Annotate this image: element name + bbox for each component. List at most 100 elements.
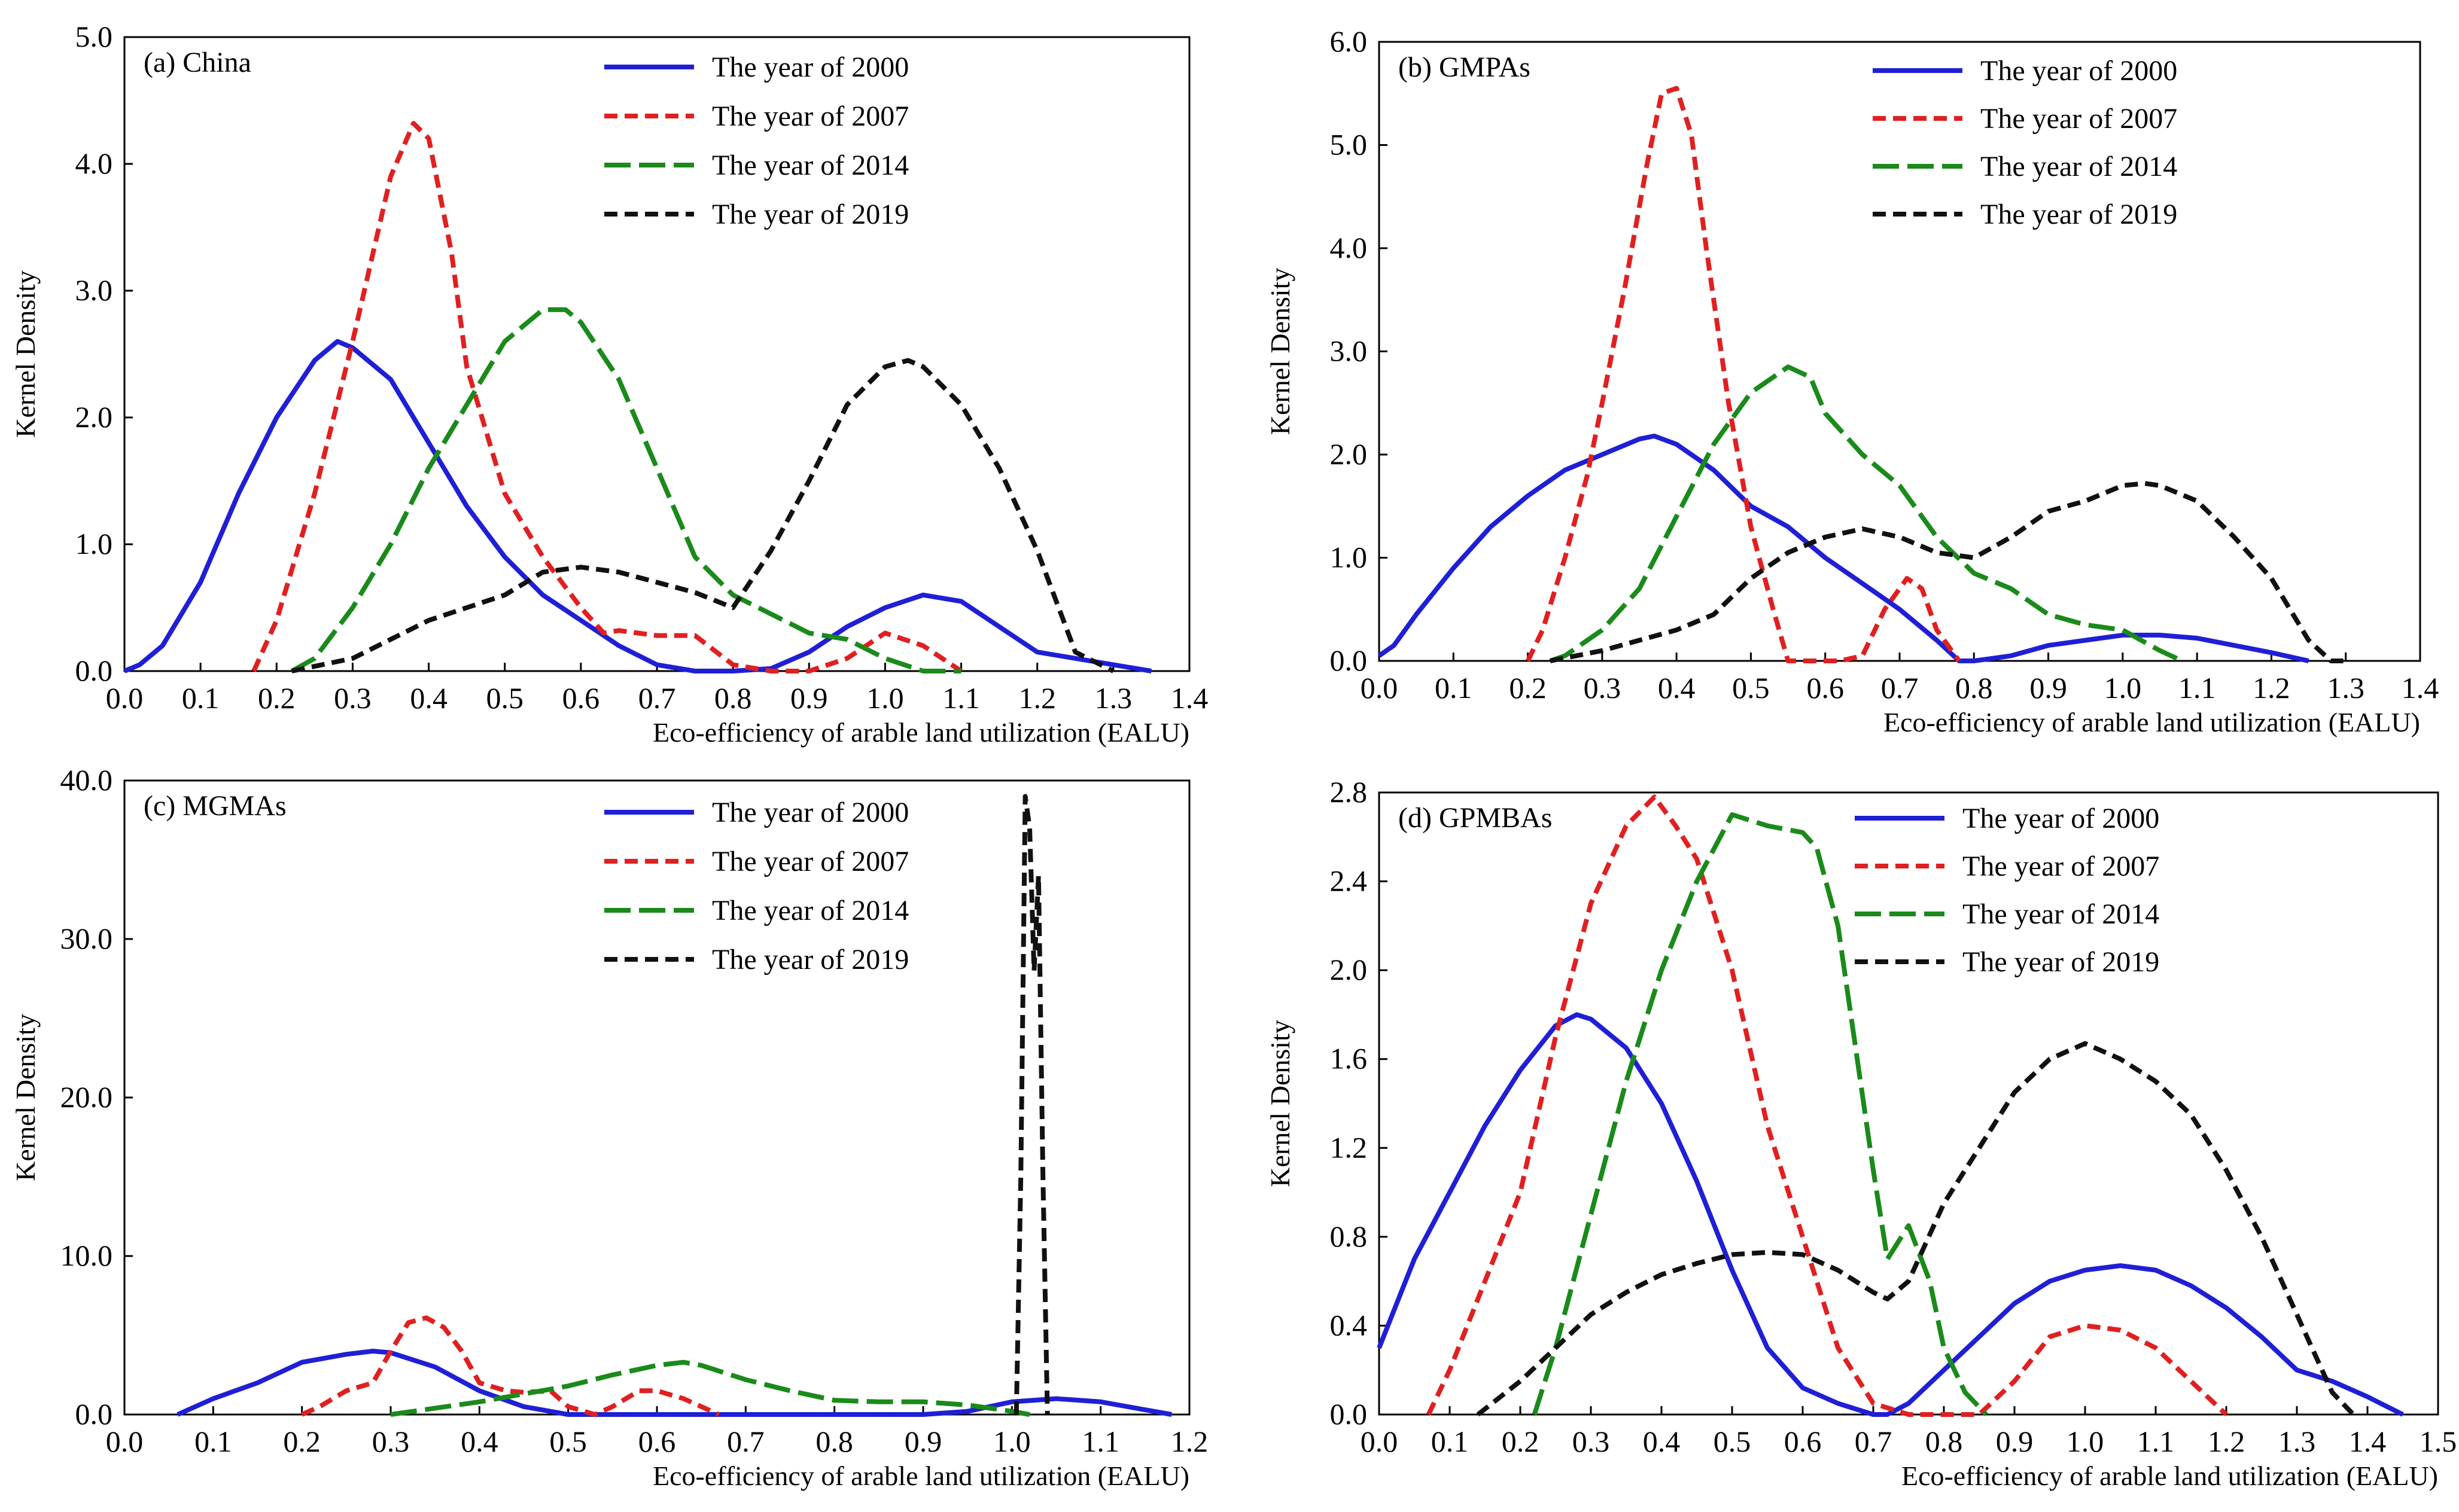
x-tick-label: 0.0 [106,681,144,715]
x-tick-label: 0.9 [2029,671,2067,705]
y-tick-label: 0.0 [75,1397,113,1431]
series-line-2 [390,1359,1030,1417]
series-line-3 [291,358,1115,673]
x-tick-label: 1.1 [2178,671,2216,705]
x-tick-label: 1.3 [2327,671,2364,705]
legend-label: The year of 2007 [712,100,909,132]
x-tick-label: 0.7 [1855,1425,1892,1458]
legend-label: The year of 2014 [1962,898,2159,930]
legend-label: The year of 2000 [712,51,909,83]
x-tick-label: 1.3 [1095,681,1133,715]
legend-label: The year of 2007 [1962,850,2159,882]
x-tick-label: 0.5 [549,1425,587,1458]
plot-frame [1378,791,2439,1416]
legend-label: The year of 2007 [712,846,909,877]
series-line-3 [1014,794,1050,1415]
x-tick-label: 1.0 [866,681,904,715]
x-axis-title: Eco-efficiency of arable land utilizatio… [1883,707,2420,737]
chart-panel-3: 0.0 0.1 0.2 0.3 0.4 0.5 0.6 0.7 0.8 0.9 1.0 1.1 1.2 1… [1265,775,2457,1491]
x-tick-label: 0.2 [1502,1425,1539,1458]
x-tick-label: 0.2 [283,1425,321,1458]
x-tick-label: 0.9 [905,1425,942,1458]
x-tick-label: 1.5 [2420,1425,2457,1458]
x-tick-label: 0.5 [1714,1425,1751,1458]
y-tick-label: 4.0 [1330,231,1368,264]
x-tick-label: 0.3 [372,1425,410,1458]
y-tick-label: 0.0 [1330,1397,1368,1431]
series-line-2 [1549,364,2183,663]
y-axis-title: Kernel Density [10,270,41,438]
y-tick-label: 3.0 [75,273,113,307]
plot-frame [123,36,1191,672]
x-tick-label: 1.4 [2349,1425,2387,1458]
x-tick-label: 0.8 [815,1425,853,1458]
panel-title: (d) GPMBAs [1398,802,1552,834]
series-line-1 [301,1315,720,1417]
x-tick-label: 0.9 [790,681,828,715]
legend-label: The year of 2000 [1962,803,2159,834]
legend: The year of 2000 The year of 2007 The year… [1873,55,2177,230]
y-tick-label: 20.0 [60,1080,113,1114]
x-tick-label: 0.1 [1435,671,1472,705]
x-tick-label: 0.3 [334,681,372,715]
x-tick-label: 1.1 [2137,1425,2175,1458]
y-tick-label: 1.6 [1330,1042,1368,1075]
x-tick-label: 0.8 [714,681,752,715]
chart-panel-2: 0.0 0.1 0.2 0.3 0.4 0.5 0.6 0.7 0.8 0.9 1.0 1.1 1.2 0… [10,763,1208,1491]
x-tick-label: 0.7 [638,681,676,715]
y-tick-label: 2.0 [1330,437,1368,471]
series-line-1 [251,121,963,673]
series-line-2 [290,307,961,673]
x-tick-label: 0.6 [638,1425,676,1458]
x-tick-label: 0.2 [258,681,296,715]
x-tick-label: 1.3 [2278,1425,2316,1458]
x-tick-label: 0.4 [461,1425,498,1458]
x-tick-label: 0.7 [727,1425,765,1458]
legend-label: The year of 2000 [1980,55,2177,87]
x-tick-label: 1.2 [1018,681,1056,715]
x-tick-label: 1.4 [1171,681,1209,715]
x-tick-label: 0.5 [1732,671,1770,705]
legend-label: The year of 2014 [1980,151,2177,182]
chart-panel-1: 0.0 0.1 0.2 0.3 0.4 0.5 0.6 0.7 0.8 0.9 1.0 1.1 1.2 1… [1265,25,2439,737]
x-tick-label: 0.7 [1881,671,1919,705]
x-tick-label: 1.0 [993,1425,1031,1458]
y-tick-label: 0.0 [1330,644,1368,677]
y-axis-title: Kernel Density [1265,268,1295,435]
y-tick-label: 0.8 [1330,1220,1368,1253]
x-tick-label: 1.1 [1082,1425,1119,1458]
x-tick-label: 0.8 [1955,671,1993,705]
x-tick-label: 0.1 [194,1425,232,1458]
legend-label: The year of 2019 [1980,199,2177,230]
x-tick-label: 1.0 [2104,671,2142,705]
series-line-1 [1525,86,1961,663]
x-tick-label: 1.4 [2402,671,2439,705]
series-line-1 [1426,794,2228,1417]
y-tick-label: 5.0 [1330,128,1368,161]
legend: The year of 2000 The year of 2007 The year… [1855,803,2159,978]
panel-title: (a) China [144,47,251,78]
x-tick-label: 0.4 [1643,1425,1681,1458]
y-tick-label: 1.0 [75,527,113,560]
x-tick-label: 0.6 [1806,671,1844,705]
y-tick-label: 2.0 [1330,953,1368,986]
series-line-0 [1377,434,2309,663]
x-tick-label: 0.4 [1658,671,1696,705]
x-tick-label: 1.2 [1171,1425,1209,1458]
x-tick-label: 0.0 [106,1425,144,1458]
legend-label: The year of 2019 [1962,946,2159,978]
chart-panel-0: 0.0 0.1 0.2 0.3 0.4 0.5 0.6 0.7 0.8 0.9 1.0 1.1 1.2 1… [10,20,1208,748]
y-axis-title: Kernel Density [10,1014,41,1181]
x-tick-label: 0.5 [486,681,524,715]
x-tick-label: 0.6 [562,681,600,715]
x-tick-label: 0.4 [410,681,448,715]
x-tick-label: 1.0 [2067,1425,2104,1458]
y-tick-label: 30.0 [60,922,113,955]
y-tick-label: 5.0 [75,20,113,53]
x-tick-label: 0.3 [1572,1425,1610,1458]
y-tick-label: 6.0 [1330,25,1368,58]
x-axis-title: Eco-efficiency of arable land utilizatio… [653,717,1189,748]
legend-label: The year of 2007 [1980,103,2177,135]
x-tick-label: 1.2 [2253,671,2290,705]
